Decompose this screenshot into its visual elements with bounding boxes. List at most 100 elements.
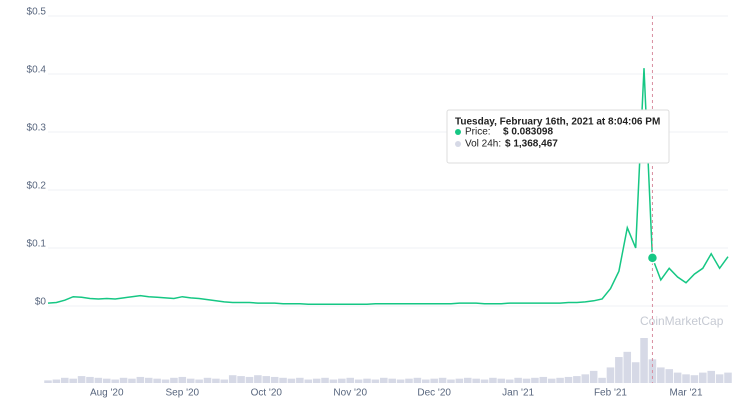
volume-bar [86,376,94,383]
volume-bar [480,379,489,383]
volume-bar [556,377,564,383]
volume-bar [531,377,539,383]
volume-bar [212,378,220,383]
volume-bar [589,370,598,383]
x-tick-label: Sep '20 [166,388,200,399]
volume-bar [438,377,447,383]
y-tick-label: $0.3 [27,123,47,134]
volume-bar [396,379,405,383]
volume-bar [52,379,61,383]
volume-bar [363,378,371,383]
volume-bar [354,379,363,383]
x-tick-label: Dec '20 [417,388,451,399]
tooltip-date: Tuesday, February 16th, 2021 at 8:04:06 … [455,117,660,128]
volume-bar [581,374,590,383]
volume-bar [312,378,321,383]
volume-bar [136,376,145,383]
volume-bar [573,376,581,383]
volume-bar [220,379,229,383]
volume-bar [296,377,304,383]
volume-bar [422,379,430,383]
volume-bar [119,377,128,383]
volume-bar [371,379,380,383]
volume-bar [44,380,52,383]
y-tick-label: $0.1 [27,239,47,250]
volume-bar [699,372,707,383]
volume-bar [447,379,455,383]
price-line [47,68,729,306]
volume-bar [615,357,623,383]
volume-bar [195,379,203,383]
tooltip-box [446,109,670,164]
volume-bar [489,377,497,383]
volume-bar [61,377,69,383]
volume-bar [547,378,556,383]
volume-bar [690,375,699,383]
hover-point [646,252,659,264]
volume-bar [338,378,346,383]
volume-bar [77,376,86,383]
volume-bar [463,377,472,383]
x-tick-label: Aug '20 [90,388,124,399]
volume-bar [203,377,212,383]
x-tick-label: Jan '21 [502,388,534,399]
x-tick-label: Mar '21 [670,388,703,399]
volume-bar [455,378,464,383]
volume-bar [564,376,573,383]
volume-bar [329,379,338,383]
volume-bar [388,378,396,383]
tooltip: Tuesday, February 16th, 2021 at 8:04:06 … [446,109,670,164]
volume-bar [665,369,674,383]
volume-bar [237,376,245,383]
volume-bar [161,379,170,383]
volume-bar [606,367,615,383]
volume-bar [724,372,732,383]
x-tick-label: Nov '20 [333,388,367,399]
volume-bar [270,376,279,383]
y-tick-label: $0.2 [27,181,47,192]
volume-bar [405,378,413,383]
y-tick-label: $0.5 [27,7,47,18]
volume-bar [707,370,715,383]
y-tick-label: $0.4 [27,65,47,76]
volume-bar [413,377,422,383]
watermark: CoinMarketCap [640,314,724,328]
volume-bar [380,377,388,383]
volume-bar [505,379,514,383]
volume-bar [472,378,480,383]
volume-bar [673,372,682,383]
volume-bar [430,378,438,383]
volume-bar [631,362,640,383]
volume-bar [279,377,287,383]
volume-bar [539,376,548,383]
x-tick-label: Feb '21 [594,388,627,399]
volume-bar [623,351,632,383]
volume-bar [102,378,111,383]
volume-bar [522,378,531,383]
volume-bar [304,379,313,383]
volume-bar [254,375,262,383]
tooltip-vol-label: Vol 24h: [465,139,501,150]
tooltip-price-label: Price: [465,127,491,138]
volume-bar [598,377,606,383]
x-tick-label: Oct '20 [251,388,283,399]
volume-bar [287,378,296,383]
volume-bar [94,377,103,383]
volume-bar [657,367,665,383]
volume-bar [497,378,506,383]
volume-bar [346,377,354,383]
volume-bar [321,377,329,383]
volume-bar [514,377,522,383]
volume-bar [245,376,254,383]
tooltip-dot [455,129,461,135]
plot: $0 $0.1 $0.2 $0.3 $0.4 $0.5 Aug '20 Sep '20 Oct … [27,7,732,399]
volume-bar [715,374,724,383]
volume-bar [682,374,690,383]
volume-bar [69,378,77,383]
tooltip-vol: $ 1,368,467 [505,139,558,150]
volume-bar [144,377,153,383]
volume-bar [186,378,195,383]
volume-bar [153,378,161,383]
volume-bar [228,375,237,383]
